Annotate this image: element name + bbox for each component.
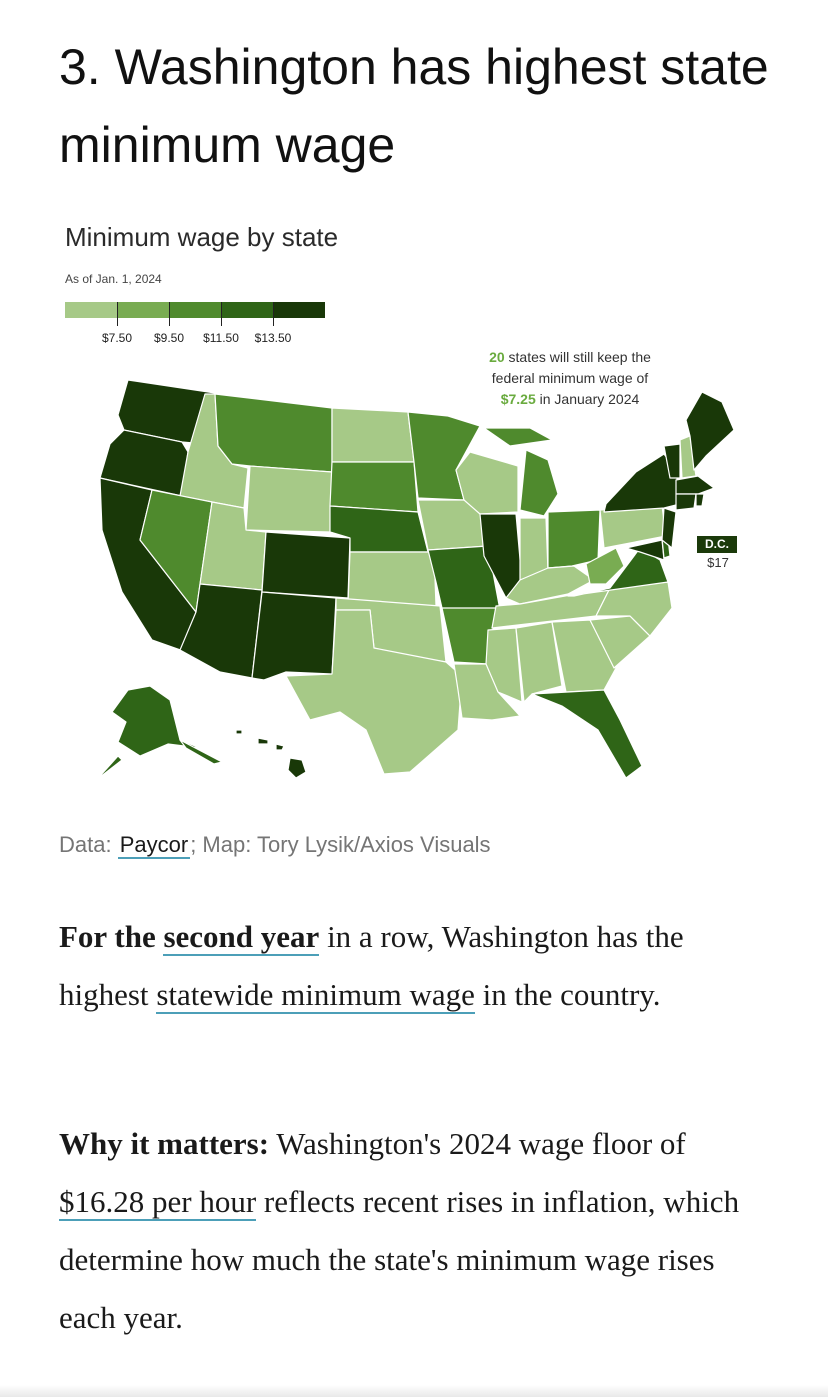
credit-prefix: Data: [59, 832, 118, 857]
state-kansas [347, 551, 437, 607]
state-vermont [663, 443, 681, 479]
legend-swatch [273, 302, 325, 318]
map-title: Minimum wage by state [65, 222, 339, 252]
state-massachusetts [675, 475, 715, 495]
paragraph-text: in the country. [474, 977, 661, 1012]
annotation-line1: states will still keep the [504, 349, 651, 365]
state-maine [685, 391, 735, 471]
legend-swatch [169, 302, 221, 318]
lead-text: For the [59, 919, 156, 954]
bottom-shade [0, 1385, 828, 1397]
article-headline: 3. Washington has highest state minimum … [59, 39, 769, 173]
legend-swatch [65, 302, 117, 318]
legend-tick [117, 302, 118, 326]
state-alaska-chain [95, 755, 123, 781]
paragraph-lead: For the second year [59, 919, 320, 956]
legend-label: $9.50 [153, 331, 185, 345]
paragraph-text: reflects recent rises in inflation, whic… [59, 1184, 740, 1335]
paycor-link[interactable]: Paycor [117, 832, 191, 859]
legend-label: $13.50 [254, 331, 292, 345]
annotation-line3: in January 2024 [535, 391, 640, 407]
paragraph-text: Washington's 2024 wage floor of [269, 1126, 686, 1161]
state-connecticut [675, 493, 697, 511]
legend-label: $7.50 [101, 331, 133, 345]
legend-tick [169, 302, 170, 326]
dc-wage-value: $17 [707, 555, 729, 570]
state-alabama [515, 621, 563, 703]
map-credit: Data: Paycor; Map: Tory Lysik/Axios Visu… [59, 832, 491, 859]
state-west-virginia [585, 547, 625, 585]
state-colorado [261, 531, 351, 599]
state-michigan [519, 449, 559, 517]
state-new-mexico [251, 591, 337, 681]
annotation-line2: federal minimum wage of [491, 370, 649, 386]
state-hawaii-islands-2 [257, 737, 269, 745]
state-maryland [625, 539, 665, 561]
state-hawaii [287, 757, 307, 779]
paragraph-why-it-matters: Why it matters: Washington's 2024 wage f… [59, 1115, 774, 1347]
map-annotation: 20 states will still keep the federal mi… [455, 347, 685, 410]
state-south-dakota [329, 461, 419, 513]
state-north-dakota [331, 407, 415, 463]
credit-suffix: ; Map: Tory Lysik/Axios Visuals [190, 832, 491, 857]
why-it-matters-label: Why it matters: [59, 1126, 270, 1161]
paragraph-second-year: For the second year in a row, Washington… [59, 908, 774, 1024]
statewide-minimum-wage-link[interactable]: statewide minimum wage [156, 977, 475, 1014]
legend-tick [273, 302, 274, 326]
annotation-wage: $7.25 [500, 391, 536, 407]
legend-color-bar [65, 302, 325, 318]
state-virginia [567, 547, 669, 597]
second-year-link[interactable]: second year [163, 919, 320, 956]
annotation-count: 20 [489, 349, 505, 365]
legend-tick [221, 302, 222, 326]
state-alaska-tail [179, 739, 223, 765]
state-mississippi [485, 627, 523, 703]
state-michigan-up [483, 427, 553, 447]
state-montana [214, 393, 333, 473]
state-texas [285, 609, 463, 775]
legend-swatch [117, 302, 169, 318]
state-florida [531, 689, 643, 779]
legend-ticks [65, 302, 325, 328]
paragraph-text: in a row, Washington has the highest [59, 919, 684, 1012]
wage-per-hour-link[interactable]: $16.28 per hour [59, 1184, 257, 1221]
state-georgia [551, 619, 617, 693]
legend-swatch [221, 302, 273, 318]
state-alaska [111, 685, 201, 757]
us-choropleth-map [95, 379, 735, 781]
state-wisconsin [455, 451, 519, 515]
state-hawaii-islands [235, 729, 243, 735]
dc-label-box: D.C. [697, 536, 737, 553]
legend-labels: $7.50 $9.50 $11.50 $13.50 [0, 331, 828, 347]
state-wyoming [245, 465, 333, 533]
state-rhode-island [695, 493, 705, 507]
state-ohio [547, 509, 601, 569]
map-subtitle: As of Jan. 1, 2024 [65, 272, 162, 286]
legend-label: $11.50 [203, 331, 239, 345]
state-new-jersey [661, 507, 677, 549]
state-hawaii-islands-3 [275, 743, 285, 751]
